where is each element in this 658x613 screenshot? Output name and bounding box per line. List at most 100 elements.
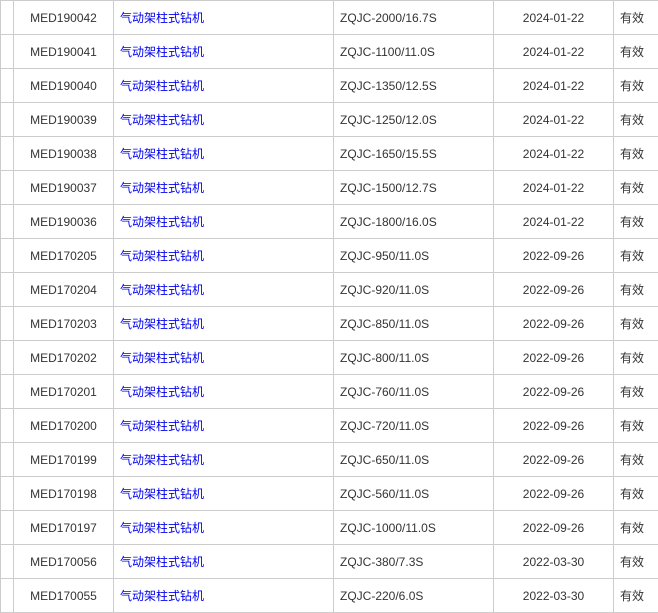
cell-id: MED190038 xyxy=(14,137,114,171)
cell-status: 有效 xyxy=(614,273,658,307)
table-row: MED170205 气动架柱式钻机 ZQJC-950/11.0S2022-09-26… xyxy=(1,239,658,273)
product-name-link[interactable]: 气动架柱式钻机 xyxy=(120,79,204,93)
product-name-link[interactable]: 气动架柱式钻机 xyxy=(120,215,204,229)
cell-model: ZQJC-1100/11.0S xyxy=(334,35,494,69)
cell-name: 气动架柱式钻机 xyxy=(114,341,334,375)
cell-model: ZQJC-800/11.0S xyxy=(334,341,494,375)
product-name-link[interactable]: 气动架柱式钻机 xyxy=(120,351,204,365)
cell-id: MED170204 xyxy=(14,273,114,307)
table-row: MED190039气动架柱式钻机ZQJC-1250/12.0S2024-01-2… xyxy=(1,103,658,137)
product-name-link[interactable]: 气动架柱式钻机 xyxy=(120,487,204,501)
cell-spacer-left xyxy=(1,239,14,273)
cell-name: 气动架柱式钻机 xyxy=(114,1,334,35)
cell-model: ZQJC-1650/15.5S xyxy=(334,137,494,171)
cell-status: 有效 xyxy=(614,375,658,409)
cell-date: 2022-09-26 xyxy=(494,409,614,443)
product-name-link[interactable]: 气动架柱式钻机 xyxy=(120,385,204,399)
cell-spacer-left xyxy=(1,375,14,409)
cell-spacer-left xyxy=(1,511,14,545)
product-name-link[interactable]: 气动架柱式钻机 xyxy=(120,181,204,195)
product-name-link[interactable]: 气动架柱式钻机 xyxy=(120,419,204,433)
table-row: MED170203气动架柱式钻机ZQJC-850/11.0S2022-09-26… xyxy=(1,307,658,341)
product-name-link[interactable]: 气动架柱式钻机 xyxy=(120,521,204,535)
cell-status: 有效 xyxy=(614,307,658,341)
cell-status: 有效 xyxy=(614,205,658,239)
cell-name: 气动架柱式钻机 xyxy=(114,443,334,477)
cell-id: MED190041 xyxy=(14,35,114,69)
cell-date: 2022-09-26 xyxy=(494,511,614,545)
cell-name: 气动架柱式钻机 xyxy=(114,477,334,511)
product-name-link[interactable]: 气动架柱式钻机 xyxy=(120,555,204,569)
cell-status: 有效 xyxy=(614,1,658,35)
cell-date: 2024-01-22 xyxy=(494,205,614,239)
cell-id: MED190036 xyxy=(14,205,114,239)
cell-spacer-left xyxy=(1,1,14,35)
cell-date: 2024-01-22 xyxy=(494,103,614,137)
product-name-link[interactable]: 气动架柱式钻机 xyxy=(120,453,204,467)
cell-date: 2024-01-22 xyxy=(494,171,614,205)
cell-model: ZQJC-650/11.0S xyxy=(334,443,494,477)
cell-id: MED170205 xyxy=(14,239,114,273)
product-name-link[interactable]: 气动架柱式钻机 xyxy=(120,283,204,297)
cell-id: MED170055 xyxy=(14,579,114,613)
cell-date: 2022-09-26 xyxy=(494,273,614,307)
cell-status: 有效 xyxy=(614,443,658,477)
cell-id: MED170198 xyxy=(14,477,114,511)
table-row: MED190041 气动架柱式钻机 ZQJC-1100/11.0S2024-01-2… xyxy=(1,35,658,69)
cell-model: ZQJC-380/7.3S xyxy=(334,545,494,579)
table-row: MED170198 气动架柱式钻机 ZQJC-560/11.0S2022-09-26… xyxy=(1,477,658,511)
cell-spacer-left xyxy=(1,341,14,375)
cell-model: ZQJC-220/6.0S xyxy=(334,579,494,613)
product-name-link[interactable]: 气动架柱式钻机 xyxy=(120,317,204,331)
table-row: MED170199气动架柱式钻机ZQJC-650/11.0S2022-09-26… xyxy=(1,443,658,477)
cell-model: ZQJC-560/11.0S xyxy=(334,477,494,511)
cell-status: 有效 xyxy=(614,579,658,613)
cell-spacer-left xyxy=(1,443,14,477)
cell-model: ZQJC-1350/12.5S xyxy=(334,69,494,103)
table-row: MED170055 气动架柱式钻机 ZQJC-220/6.0S2022-03-30有… xyxy=(1,579,658,613)
cell-date: 2022-09-26 xyxy=(494,239,614,273)
cell-model: ZQJC-850/11.0S xyxy=(334,307,494,341)
cell-status: 有效 xyxy=(614,511,658,545)
cell-model: ZQJC-1000/11.0S xyxy=(334,511,494,545)
cell-id: MED190040 xyxy=(14,69,114,103)
cell-model: ZQJC-1250/12.0S xyxy=(334,103,494,137)
cell-name: 气动架柱式钻机 xyxy=(114,409,334,443)
cell-spacer-left xyxy=(1,35,14,69)
product-name-link[interactable]: 气动架柱式钻机 xyxy=(120,249,204,263)
cell-status: 有效 xyxy=(614,477,658,511)
table-row: MED170202气动架柱式钻机ZQJC-800/11.0S2022-09-26… xyxy=(1,341,658,375)
cell-name: 气动架柱式钻机 xyxy=(114,205,334,239)
cell-id: MED190037 xyxy=(14,171,114,205)
cell-date: 2022-03-30 xyxy=(494,579,614,613)
cell-status: 有效 xyxy=(614,545,658,579)
cell-spacer-left xyxy=(1,69,14,103)
cell-model: ZQJC-950/11.0S xyxy=(334,239,494,273)
table-row: MED170204 气动架柱式钻机 ZQJC-920/11.0S2022-09-26… xyxy=(1,273,658,307)
cell-spacer-left xyxy=(1,103,14,137)
cell-name: 气动架柱式钻机 xyxy=(114,171,334,205)
product-name-link[interactable]: 气动架柱式钻机 xyxy=(120,113,204,127)
cell-name: 气动架柱式钻机 xyxy=(114,545,334,579)
cell-date: 2022-09-26 xyxy=(494,477,614,511)
cell-id: MED170201 xyxy=(14,375,114,409)
cell-date: 2022-09-26 xyxy=(494,375,614,409)
product-name-link[interactable]: 气动架柱式钻机 xyxy=(120,147,204,161)
cell-spacer-left xyxy=(1,137,14,171)
table-row: MED190036气动架柱式钻机ZQJC-1800/16.0S2024-01-2… xyxy=(1,205,658,239)
cell-spacer-left xyxy=(1,477,14,511)
product-table: MED190042气动架柱式钻机ZQJC-2000/16.7S2024-01-2… xyxy=(0,0,658,613)
table-row: MED170197气动架柱式钻机ZQJC-1000/11.0S2022-09-2… xyxy=(1,511,658,545)
product-name-link[interactable]: 气动架柱式钻机 xyxy=(120,11,204,25)
cell-name: 气动架柱式钻机 xyxy=(114,69,334,103)
product-name-link[interactable]: 气动架柱式钻机 xyxy=(120,589,204,603)
cell-name: 气动架柱式钻机 xyxy=(114,307,334,341)
cell-model: ZQJC-920/11.0S xyxy=(334,273,494,307)
cell-spacer-left xyxy=(1,545,14,579)
cell-status: 有效 xyxy=(614,409,658,443)
cell-date: 2024-01-22 xyxy=(494,35,614,69)
cell-status: 有效 xyxy=(614,171,658,205)
product-name-link[interactable]: 气动架柱式钻机 xyxy=(120,45,204,59)
cell-name: 气动架柱式钻机 xyxy=(114,511,334,545)
cell-id: MED190042 xyxy=(14,1,114,35)
